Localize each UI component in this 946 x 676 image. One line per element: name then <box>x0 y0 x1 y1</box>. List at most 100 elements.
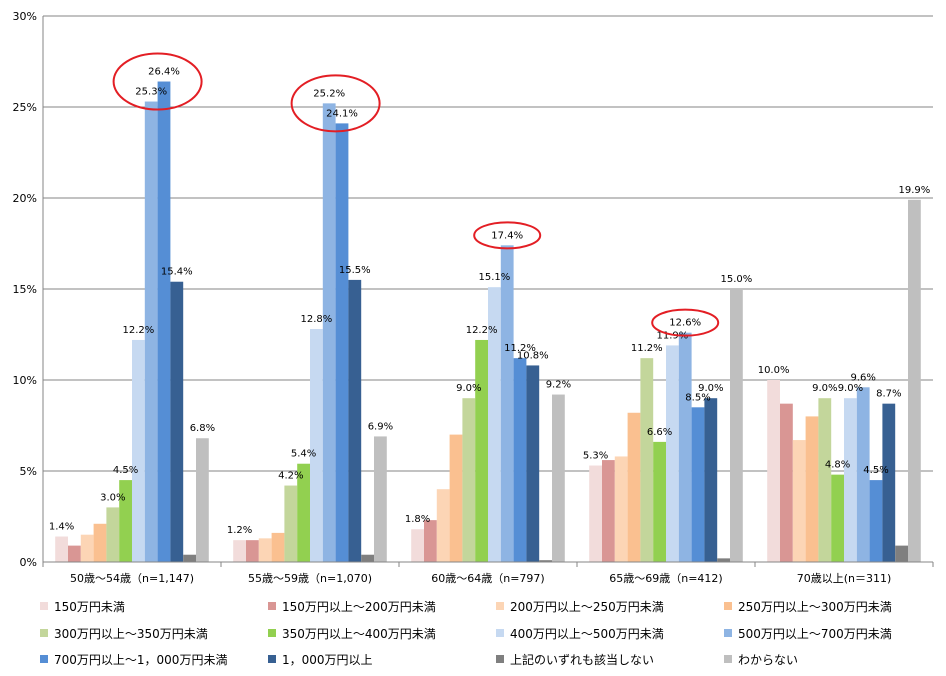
legend-label: わからない <box>738 653 798 667</box>
legend-label: 350万円以上～400万円未満 <box>282 627 436 641</box>
data-label: 1.8% <box>405 514 430 525</box>
bar <box>284 485 298 562</box>
data-label: 25.3% <box>135 87 167 98</box>
legend-label: 500万円以上～700万円未満 <box>738 627 892 641</box>
highlight-ellipse <box>112 52 203 111</box>
data-label: 5.3% <box>583 451 608 462</box>
bar <box>513 358 527 562</box>
legend-label: 300万円以上～350万円未満 <box>54 627 208 641</box>
data-labels: 1.4% 1.2% 1.8% 5.3% 10.0% 3.0% 4.2% 9.0% 11.2% 9.… <box>49 67 930 537</box>
bar <box>411 529 424 562</box>
bar <box>767 380 780 562</box>
x-axis: 50歳～54歳（n=1,147) 55歳～59歳（n=1,070) 60歳～64歳（… <box>42 561 934 585</box>
data-label: 15.1% <box>479 272 511 283</box>
bar <box>348 279 362 562</box>
data-label: 17.4% <box>491 230 523 241</box>
y-tick-label: 20% <box>13 192 37 205</box>
bar <box>831 474 844 562</box>
legend-swatch <box>496 655 504 663</box>
bar <box>106 507 120 562</box>
bar <box>233 540 246 562</box>
bar <box>526 365 540 562</box>
bar <box>500 245 514 562</box>
bar <box>730 289 743 562</box>
bar <box>704 398 718 562</box>
data-label: 11.2% <box>504 343 536 354</box>
data-label: 6.9% <box>368 421 393 432</box>
bar <box>335 123 349 562</box>
x-category-label: 60歳～64歳（n=797) <box>431 572 544 585</box>
bar <box>271 532 285 562</box>
bar <box>132 339 145 562</box>
bar <box>297 463 310 562</box>
legend-swatch <box>496 629 504 637</box>
bar <box>552 394 565 562</box>
bar <box>818 398 832 562</box>
bar <box>908 199 921 562</box>
bar <box>869 480 883 562</box>
data-label: 9.2% <box>546 380 571 391</box>
data-label: 24.1% <box>326 108 358 119</box>
highlight-ellipse <box>473 221 542 250</box>
bar <box>805 416 819 562</box>
bar <box>93 523 107 562</box>
data-label: 11.9% <box>657 330 689 341</box>
bar <box>653 441 666 562</box>
legend-label: 上記のいずれも該当しない <box>510 652 654 667</box>
bars <box>55 81 921 563</box>
legend-swatch <box>40 629 48 637</box>
data-label: 12.6% <box>669 318 701 329</box>
bar <box>792 440 806 562</box>
legend-swatch <box>724 655 732 663</box>
bar <box>361 554 374 562</box>
legend-swatch <box>268 629 276 637</box>
data-label: 15.4% <box>161 267 193 278</box>
bar <box>717 558 730 562</box>
bar <box>80 534 94 562</box>
bar <box>780 403 793 562</box>
bar <box>310 329 323 562</box>
bar <box>119 480 132 562</box>
data-label: 15.5% <box>339 265 371 276</box>
x-category-label: 50歳～54歳（n=1,147) <box>70 572 194 585</box>
data-label: 4.8% <box>825 460 850 471</box>
data-label: 12.2% <box>123 325 155 336</box>
bar <box>678 332 692 562</box>
legend-swatch <box>40 602 48 610</box>
bar <box>424 520 437 562</box>
data-label: 10.8% <box>517 350 549 361</box>
data-label: 26.4% <box>148 67 180 78</box>
bar <box>196 438 209 562</box>
x-category-label: 55歳～59歳（n=1,070) <box>248 572 372 585</box>
data-label: 9.0% <box>812 383 837 394</box>
y-axis: 0% 5% 10% 15% 20% 25% 30% <box>13 10 44 569</box>
bar <box>856 387 870 562</box>
highlight-ellipses <box>112 52 720 337</box>
bar <box>462 398 476 562</box>
data-label: 4.5% <box>863 465 888 476</box>
data-label: 1.4% <box>49 522 74 533</box>
bar <box>488 287 501 562</box>
data-label: 15.0% <box>721 274 753 285</box>
bar <box>183 554 196 562</box>
bar <box>614 456 628 562</box>
bar <box>539 560 552 562</box>
data-label: 6.8% <box>190 423 215 434</box>
y-tick-label: 25% <box>13 101 37 114</box>
legend-label: 700万円以上～1，000万円未満 <box>54 653 227 667</box>
bar <box>475 339 488 562</box>
highlight-ellipse <box>290 74 381 133</box>
data-label: 6.6% <box>647 427 672 438</box>
bar <box>882 403 896 562</box>
data-label: 8.7% <box>876 389 901 400</box>
bar <box>246 540 259 562</box>
legend-label: 150万円以上～200万円未満 <box>282 600 436 614</box>
bar <box>55 536 68 562</box>
bar <box>666 345 679 562</box>
data-label: 19.9% <box>899 185 931 196</box>
legend-label: 150万円未満 <box>54 600 125 614</box>
bar <box>691 407 705 562</box>
y-tick-label: 30% <box>13 10 37 23</box>
legend-swatch <box>496 602 504 610</box>
